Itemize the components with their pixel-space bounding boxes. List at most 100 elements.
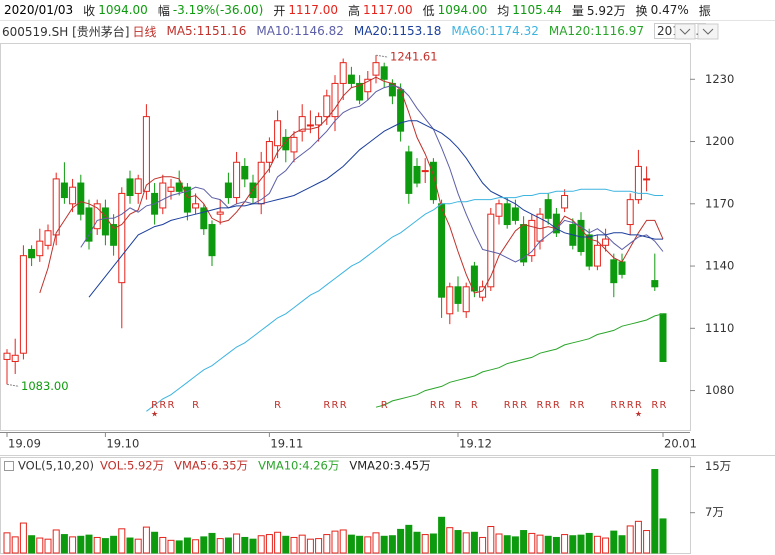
event-marker: R xyxy=(430,400,437,411)
event-marker: R xyxy=(545,400,552,411)
candle-body xyxy=(208,224,216,257)
volume-bar xyxy=(356,535,364,554)
volume-bar xyxy=(405,524,413,554)
x-tick-label: 19.11 xyxy=(270,437,303,451)
candle-body xyxy=(495,203,503,217)
candle-body xyxy=(380,66,388,80)
volume-checkbox[interactable] xyxy=(4,461,14,471)
quote-label: 低 xyxy=(422,3,435,18)
candle-body xyxy=(446,286,454,315)
volume-bar xyxy=(520,530,528,554)
volume-bar xyxy=(77,535,85,554)
candle-body xyxy=(200,207,208,230)
event-marker: R xyxy=(660,400,667,411)
event-marker: R xyxy=(159,400,166,411)
event-marker: R xyxy=(553,400,560,411)
volume-bar xyxy=(397,528,405,554)
volume-bar xyxy=(495,533,503,554)
candle-body xyxy=(134,178,142,194)
candle-body xyxy=(192,203,200,209)
quote-value: 5.92万 xyxy=(586,3,626,18)
dropdown[interactable] xyxy=(697,23,719,40)
annotation-leader xyxy=(6,383,20,387)
event-marker: R xyxy=(512,400,519,411)
candle-body xyxy=(626,199,634,226)
volume-bar xyxy=(257,535,265,554)
candle-body xyxy=(610,259,618,284)
event-marker: R xyxy=(569,400,576,411)
plot-frame xyxy=(0,43,691,431)
candle-body xyxy=(118,192,126,284)
volume-bar xyxy=(126,537,134,554)
candle-body xyxy=(85,207,93,242)
quote-label: 开 xyxy=(273,3,286,18)
ma-legend: MA5:1151.16 xyxy=(166,24,247,38)
volume-bar xyxy=(36,537,44,554)
ma-line xyxy=(146,188,663,412)
quote-value: 1117.00 xyxy=(362,3,413,17)
volume-bar xyxy=(610,530,618,554)
candle-body xyxy=(101,207,109,236)
volume-bar xyxy=(134,538,142,554)
volume-bar xyxy=(183,537,191,554)
volume-bar xyxy=(28,535,36,554)
candle-body xyxy=(69,186,77,205)
candle-body xyxy=(618,261,626,275)
x-tick-label: 20.01 xyxy=(664,437,697,451)
candle-body xyxy=(315,116,323,126)
x-tick-label: 19.09 xyxy=(8,437,41,451)
volume-legend: VMA10:4.26万 xyxy=(258,459,339,473)
ma-legend: MA120:1116.97 xyxy=(548,24,644,38)
volume-bar xyxy=(60,534,68,554)
volume-bar xyxy=(659,518,667,554)
volume-bar xyxy=(3,532,11,554)
volume-bar xyxy=(323,534,331,554)
ma-line xyxy=(80,84,664,263)
candles xyxy=(3,55,667,385)
volume-bar xyxy=(552,536,560,554)
candle-body xyxy=(282,136,290,151)
candle-body xyxy=(585,234,593,267)
quote-value: 1117.00 xyxy=(288,3,338,17)
candle-body xyxy=(233,161,241,199)
quote-label: 换 xyxy=(635,3,648,18)
volume-bar xyxy=(577,534,585,554)
event-marker: R xyxy=(323,400,330,411)
quote-label: 振 xyxy=(698,3,711,18)
candle-body xyxy=(306,124,314,127)
quote-value: 0.47% xyxy=(650,3,689,17)
candle-body xyxy=(241,165,249,180)
volume-bar xyxy=(438,516,446,554)
candle-body xyxy=(11,354,19,363)
event-marker: R xyxy=(471,400,478,411)
candle-body xyxy=(462,286,470,313)
candle-body xyxy=(249,182,257,199)
candle-body xyxy=(331,82,339,118)
candle-body xyxy=(323,95,331,118)
volume-bar xyxy=(200,536,208,554)
volume-bar xyxy=(487,526,495,554)
candle-body xyxy=(356,82,364,101)
volume-bar xyxy=(19,522,27,554)
x-tick-label: 19.12 xyxy=(459,437,492,451)
event-marker: R xyxy=(610,400,617,411)
candle-body xyxy=(659,313,667,363)
candle-body xyxy=(224,182,232,199)
volume-bar xyxy=(44,538,52,554)
dropdown[interactable] xyxy=(674,23,696,40)
symbol: 600519.SH [贵州茅台] xyxy=(2,24,130,39)
quote-value: 1105.44 xyxy=(512,3,562,17)
annotation-label: 1083.00 xyxy=(21,379,69,393)
volume-bar xyxy=(306,538,314,554)
volume-y-tick-label: 7万 xyxy=(705,505,724,519)
volume-bar xyxy=(643,530,651,554)
x-tick-label: 19.10 xyxy=(106,437,139,451)
candle-body xyxy=(28,248,36,259)
candle-body xyxy=(265,141,273,163)
volume-bar xyxy=(175,540,183,554)
candle-body xyxy=(643,178,651,181)
volume-bar xyxy=(602,537,610,554)
event-marker: R xyxy=(627,400,634,411)
